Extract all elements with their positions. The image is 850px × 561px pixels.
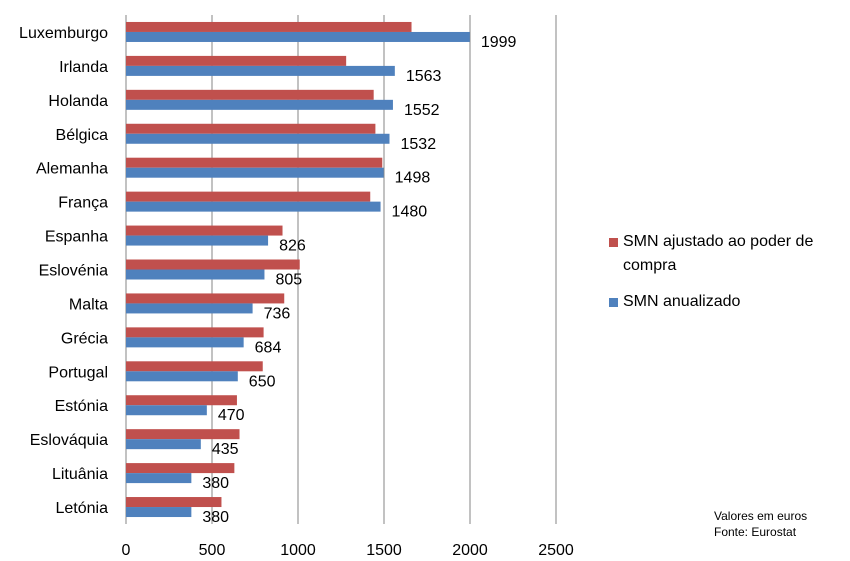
bar-adjusted	[126, 361, 263, 372]
data-label: 380	[202, 475, 229, 492]
bar-adjusted	[126, 327, 264, 338]
bar-annualized	[126, 133, 390, 144]
data-label: 470	[218, 407, 245, 424]
x-tick-label: 500	[199, 542, 226, 559]
x-tick-label: 2500	[538, 542, 574, 559]
bar-annualized	[126, 337, 244, 348]
bar-adjusted	[126, 259, 300, 270]
bar-annualized	[126, 167, 384, 178]
data-label: 1532	[401, 136, 437, 153]
bar-annualized	[126, 65, 395, 76]
data-label: 1552	[404, 102, 440, 119]
bar-adjusted	[126, 157, 383, 168]
category-label: Portugal	[48, 364, 108, 381]
category-label: Malta	[69, 296, 108, 313]
data-label: 650	[249, 373, 276, 390]
bar-adjusted	[126, 463, 235, 474]
category-label: Estónia	[55, 398, 108, 415]
bar-annualized	[126, 371, 238, 382]
x-tick-label: 1000	[280, 542, 316, 559]
bar-adjusted	[126, 225, 283, 236]
legend-item-annualized: SMN anualizado	[609, 290, 849, 314]
legend: SMN ajustado ao poder de compra SMN anua…	[609, 230, 849, 326]
data-label: 684	[255, 339, 282, 356]
bar-annualized	[126, 303, 253, 314]
bar-adjusted	[126, 21, 412, 32]
bar-adjusted	[126, 123, 376, 134]
bar-annualized	[126, 269, 265, 280]
data-label: 1563	[406, 68, 442, 85]
category-label: Grécia	[61, 330, 108, 347]
x-tick-label: 0	[122, 542, 131, 559]
category-label: Luxemburgo	[19, 25, 108, 42]
category-label: Holanda	[48, 93, 108, 110]
data-label: 805	[275, 272, 302, 289]
bar-adjusted	[126, 497, 222, 508]
bar-annualized	[126, 201, 381, 212]
bar-annualized	[126, 235, 269, 246]
category-label: Eslováquia	[30, 432, 108, 449]
category-label: Letónia	[56, 500, 109, 517]
data-label: 736	[264, 305, 291, 322]
bar-annualized	[126, 507, 192, 518]
bar-adjusted	[126, 89, 374, 100]
category-label: Espanha	[45, 229, 108, 246]
x-tick-label: 2000	[452, 542, 488, 559]
bar-adjusted	[126, 293, 285, 304]
legend-swatch-adjusted	[609, 238, 618, 247]
category-label: Eslovénia	[39, 263, 108, 280]
category-label: Irlanda	[59, 59, 108, 76]
data-label: 380	[202, 509, 229, 526]
bar-annualized	[126, 99, 393, 110]
bar-adjusted	[126, 191, 371, 202]
bar-adjusted	[126, 429, 240, 440]
category-label: Alemanha	[36, 161, 108, 178]
legend-item-adjusted: SMN ajustado ao poder de compra	[609, 230, 849, 278]
category-label: França	[58, 195, 108, 212]
bar-adjusted	[126, 395, 237, 406]
units-note: Valores em euros	[714, 509, 808, 523]
bar-adjusted	[126, 55, 347, 66]
source-note: Valores em euros Fonte: Eurostat	[714, 508, 807, 540]
legend-label-annualized: SMN anualizado	[623, 293, 741, 310]
data-label: 1480	[392, 204, 428, 221]
bar-annualized	[126, 31, 470, 42]
data-label: 826	[279, 238, 306, 255]
data-label: 435	[212, 441, 239, 458]
legend-swatch-annualized	[609, 298, 618, 307]
bar-annualized	[126, 405, 207, 416]
x-tick-label: 1500	[366, 542, 402, 559]
category-label: Bélgica	[56, 127, 109, 144]
data-label: 1999	[481, 34, 517, 51]
bar-annualized	[126, 439, 201, 450]
source-credit: Fonte: Eurostat	[714, 525, 797, 539]
bar-annualized	[126, 473, 192, 484]
data-label: 1498	[395, 170, 431, 187]
legend-label-adjusted: SMN ajustado ao poder de compra	[623, 233, 814, 274]
category-label: Lituânia	[52, 466, 108, 483]
